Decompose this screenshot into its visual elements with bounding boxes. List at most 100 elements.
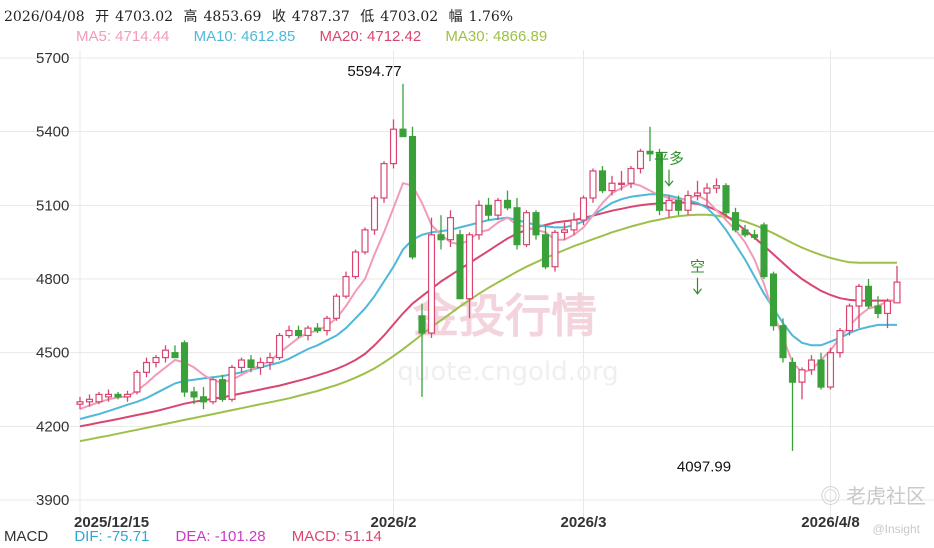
candle-body: [389, 128, 398, 165]
candle-body: [399, 128, 407, 138]
candle-body: [598, 170, 607, 192]
y-axis: 3900 4200 4500 4800 5100 5400 5700: [36, 50, 69, 509]
candle-body: [332, 295, 341, 319]
annotations: 5594.77 4097.99 平多空: [347, 63, 731, 476]
candle-body: [152, 356, 160, 364]
signal-arrowhead: [693, 288, 702, 295]
candle-body: [541, 234, 550, 268]
x-axis: 2025/12/15 2026/2 2026/3 2026/4/8: [74, 514, 860, 531]
community-logo-text: 老虎社区: [846, 486, 926, 508]
candle-body: [513, 207, 521, 246]
candle-body: [142, 361, 151, 373]
candle-body: [228, 366, 236, 400]
candle-body: [465, 234, 474, 300]
watermark-url-text: quote.cngold.org: [397, 357, 618, 387]
candle-body: [446, 217, 455, 241]
y-tick-label: 5700: [36, 50, 69, 67]
candle-body: [171, 352, 179, 359]
dif-value: DIF: -75.71: [74, 528, 150, 545]
candle-body: [95, 393, 103, 403]
candle-body: [190, 391, 198, 398]
candle-body: [484, 204, 493, 216]
low-value: 4703.02: [380, 9, 439, 25]
signal-label: 空: [690, 258, 705, 276]
candle-body: [123, 393, 132, 398]
close-label: 收: [271, 9, 286, 25]
high-value: 4853.69: [203, 9, 262, 25]
community-logo-icon: ◎: [820, 486, 846, 508]
candle-body: [247, 359, 255, 368]
candle-body: [323, 317, 331, 332]
candle-body: [807, 359, 816, 371]
candle-body: [741, 229, 749, 236]
candle-body: [845, 305, 854, 332]
max-price-label: 5594.77: [347, 63, 401, 80]
y-tick-label: 5100: [36, 197, 69, 214]
candle-body: [218, 379, 227, 400]
candle-body: [266, 356, 274, 364]
candle-body: [703, 187, 711, 194]
candle-body: [342, 275, 350, 297]
macd-label: MACD: [4, 528, 49, 545]
candle-body: [779, 325, 787, 359]
candle-body: [712, 185, 721, 189]
candle-body: [408, 135, 417, 258]
candle-body: [285, 329, 293, 337]
watermark-brand-text: 金投行情: [412, 289, 597, 343]
candle-body: [104, 393, 113, 398]
candle-body: [731, 212, 740, 231]
y-tick-label: 3900: [36, 492, 69, 509]
candle-body: [475, 204, 483, 236]
ma30-legend: MA30: 4866.89: [445, 28, 548, 45]
macd-value: MACD: 51.14: [291, 528, 382, 545]
x-tick-label: 2026/3: [561, 514, 607, 531]
candle-body: [76, 401, 84, 405]
change-value: 1.76%: [468, 9, 514, 25]
candle-body: [579, 197, 588, 221]
candle-body: [655, 153, 664, 211]
candle-body: [294, 329, 303, 337]
close-value: 4787.37: [291, 9, 350, 25]
x-tick-label: 2026/4/8: [801, 514, 859, 531]
candle-body: [209, 379, 217, 403]
y-tick-label: 4200: [36, 418, 69, 435]
candle-body: [370, 197, 379, 231]
candle-body: [418, 315, 426, 334]
candle-body: [304, 327, 312, 337]
ma10-line: [79, 193, 897, 420]
signal-arrowhead: [664, 180, 674, 187]
ma20-legend: MA20: 4712.42: [319, 28, 422, 45]
candle-body: [750, 234, 759, 238]
signal-label: 平多: [654, 150, 684, 168]
y-tick-label: 5400: [36, 124, 69, 141]
candle-body: [427, 234, 436, 334]
candle-body: [161, 349, 170, 359]
x-tick-label: 2025/12/15: [74, 514, 149, 531]
candle-body: [589, 170, 597, 199]
dea-value: DEA: -101.28: [175, 528, 266, 545]
macd-legend: MACD DIF: -75.71 DEA: -101.28 MACD: 51.1…: [4, 528, 404, 545]
candle-body: [693, 192, 702, 197]
x-tick-label: 2026/2: [371, 514, 417, 531]
candle-body: [836, 329, 844, 354]
candle-body: [85, 398, 94, 403]
candle-body: [646, 150, 654, 155]
candle-body: [760, 224, 768, 278]
candle-body: [532, 212, 540, 236]
candle-body: [180, 342, 189, 393]
candle-body: [456, 234, 464, 300]
candle-body: [494, 199, 502, 216]
candle-body: [380, 162, 388, 199]
candle-body: [275, 334, 284, 359]
candle-body: [788, 361, 797, 383]
candle-body: [199, 396, 208, 403]
candle-body: [522, 212, 531, 246]
candle-body: [133, 371, 141, 393]
candle-body: [361, 229, 369, 253]
candle-body: [665, 199, 673, 211]
candle-body: [437, 234, 445, 241]
ma5-legend: MA5: 4714.44: [76, 28, 170, 45]
open-value: 4703.02: [115, 9, 174, 25]
